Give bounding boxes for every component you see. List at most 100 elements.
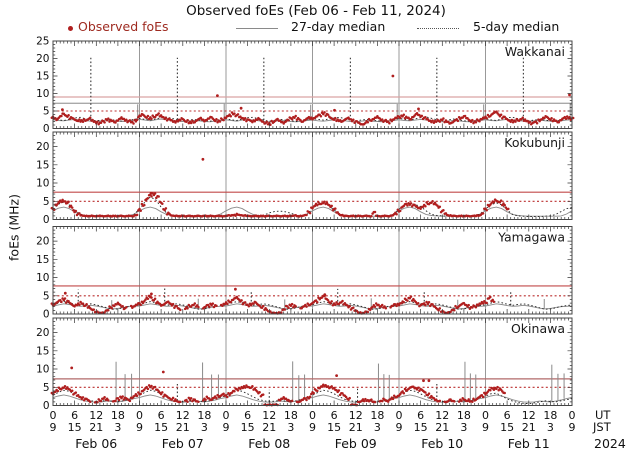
jst-tick-label: 3	[547, 421, 554, 434]
jst-tick-label: 9	[396, 421, 403, 434]
observed-outlier-dot	[568, 93, 571, 97]
ut-tick-label: 6	[71, 409, 78, 422]
ut-tick-label: 0	[309, 409, 316, 422]
ut-tick-label: 0	[50, 409, 57, 422]
jst-tick-label: 9	[482, 421, 489, 434]
ut-tick-label: 18	[370, 409, 384, 422]
ut-tick-label: 0	[223, 409, 230, 422]
jst-tick-label: 3	[114, 421, 121, 434]
day-label: Feb 11	[508, 436, 550, 451]
observed-outlier-dot	[391, 74, 395, 78]
y-tick-label: 15	[36, 71, 49, 83]
jst-tick-label: 3	[201, 421, 208, 434]
reference-lines	[53, 378, 572, 388]
day-label: Feb 08	[248, 436, 290, 451]
y-tick-label: 25	[36, 36, 49, 48]
ut-tick-label: 18	[543, 409, 557, 422]
observed-outlier-dot	[234, 287, 237, 291]
ut-tick-label: 18	[197, 409, 211, 422]
ut-tick-label: 12	[435, 409, 449, 422]
station-label: Okinawa	[511, 321, 565, 336]
ut-tick-label: 6	[504, 409, 511, 422]
y-tick-label: 20	[36, 53, 49, 65]
ut-tick-label: 18	[457, 409, 471, 422]
ut-tick-label: 12	[89, 409, 103, 422]
observed-outlier-dot	[216, 94, 219, 97]
day-gridlines	[139, 132, 486, 220]
ut-tick-label: 12	[522, 409, 536, 422]
reference-lines	[53, 191, 572, 202]
jst-tick-label: 9	[309, 421, 316, 434]
jst-tick-label: 15	[241, 421, 255, 434]
observed-outlier-dot	[333, 108, 336, 112]
reference-lines	[53, 285, 572, 297]
axis-ticks	[53, 318, 572, 406]
ut-tick-label: 12	[262, 409, 276, 422]
day-label: Feb 07	[162, 436, 204, 451]
median5-line	[52, 116, 573, 122]
ut-tick-label: 6	[417, 409, 424, 422]
observed-dots	[50, 192, 510, 218]
panel-border	[52, 317, 573, 406]
jst-tick-label: 3	[374, 421, 381, 434]
observed-outlier-dot	[150, 292, 153, 296]
ut-tick-label: 0	[136, 409, 143, 422]
day-gridlines	[139, 318, 486, 406]
y-tick-label: 15	[36, 345, 49, 357]
y-tick-label: 0	[43, 123, 50, 135]
ut-tick-label: 18	[111, 409, 125, 422]
axis-ticks	[53, 132, 572, 220]
ut-tick-label: 6	[331, 409, 338, 422]
observed-outlier-dot	[61, 108, 64, 111]
day-label: Feb 10	[421, 436, 463, 451]
legend-observed-marker-icon	[68, 26, 73, 31]
observed-outlier-dot	[161, 370, 165, 374]
ut-tick-label: 12	[176, 409, 190, 422]
year-label: 2024	[594, 436, 626, 451]
observed-outlier-dot	[149, 191, 153, 195]
legend-median27-label: 27-day median	[291, 19, 386, 34]
day-gridlines	[139, 226, 486, 314]
jst-tick-label: 21	[176, 421, 190, 434]
y-tick-label: 0	[43, 214, 50, 226]
jst-tick-label: 3	[287, 421, 294, 434]
observed-outlier-dot	[335, 374, 338, 377]
observed-outlier-dot	[239, 106, 243, 110]
panel-okinawa	[50, 317, 573, 407]
ut-tick-label: 12	[349, 409, 363, 422]
axis-ticks	[53, 226, 572, 314]
legend-observed-label: Observed foEs	[78, 19, 169, 34]
panel-wakkanai	[50, 40, 575, 129]
observed-dots	[50, 294, 496, 315]
jst-tick-label: 21	[349, 421, 363, 434]
observed-outlier-dot	[422, 379, 425, 383]
ut-tick-label: 0	[482, 409, 489, 422]
jst-tick-label: 15	[154, 421, 168, 434]
panel-yamagawa	[50, 226, 573, 315]
jst-tick-label: 15	[500, 421, 514, 434]
median27-line	[52, 394, 573, 403]
panel-kokubunji	[50, 131, 573, 220]
y-axis-title: foEs (MHz)	[6, 194, 22, 261]
y-tick-label: 5	[43, 290, 50, 302]
day-label: Feb 09	[335, 436, 377, 451]
legend-median5-label: 5-day median	[473, 19, 560, 34]
jst-tick-label: 15	[68, 421, 82, 434]
y-tick-label: 20	[36, 141, 49, 153]
reference-lines	[53, 96, 572, 112]
chart-title: Observed foEs (Feb 06 - Feb 11, 2024)	[186, 3, 446, 19]
station-label: Yamagawa	[497, 230, 565, 245]
y-tick-label: 20	[36, 236, 49, 248]
jst-tick-label: 21	[89, 421, 103, 434]
y-tick-label: 0	[43, 400, 50, 412]
y-tick-label: 15	[36, 159, 49, 171]
median27-line	[52, 303, 573, 310]
ut-tick-label: 6	[244, 409, 251, 422]
panel-border	[52, 226, 573, 315]
ut-tick-label: 0	[569, 409, 576, 422]
observed-dots	[50, 110, 575, 126]
jst-tick-label: 3	[460, 421, 467, 434]
legend-median5-line-icon	[417, 28, 459, 29]
